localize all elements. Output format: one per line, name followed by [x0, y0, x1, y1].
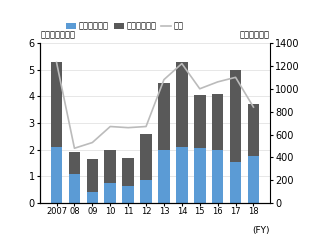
- Bar: [176, 147, 188, 203]
- Bar: [69, 174, 80, 203]
- Text: （件数：件）: （件数：件）: [240, 31, 270, 40]
- Text: (FY): (FY): [252, 226, 270, 234]
- Bar: [194, 148, 206, 203]
- Bar: [158, 150, 170, 203]
- Bar: [230, 162, 241, 203]
- Bar: [248, 157, 259, 203]
- Bar: [176, 62, 188, 147]
- Bar: [69, 152, 80, 174]
- Bar: [51, 62, 62, 147]
- Bar: [212, 94, 224, 150]
- Bar: [158, 83, 170, 150]
- Bar: [104, 150, 116, 183]
- Bar: [122, 158, 134, 186]
- Bar: [230, 70, 241, 162]
- Bar: [194, 95, 206, 148]
- Bar: [86, 159, 98, 192]
- Bar: [104, 183, 116, 203]
- Bar: [140, 180, 152, 203]
- Text: （金額：兆円）: （金額：兆円）: [40, 31, 75, 40]
- Bar: [140, 134, 152, 180]
- Bar: [212, 150, 224, 203]
- Bar: [248, 104, 259, 157]
- Bar: [51, 147, 62, 203]
- Legend: 金額（上期）, 金額（下期）, 件数: 金額（上期）, 金額（下期）, 件数: [63, 18, 187, 34]
- Bar: [86, 192, 98, 203]
- Bar: [122, 186, 134, 203]
